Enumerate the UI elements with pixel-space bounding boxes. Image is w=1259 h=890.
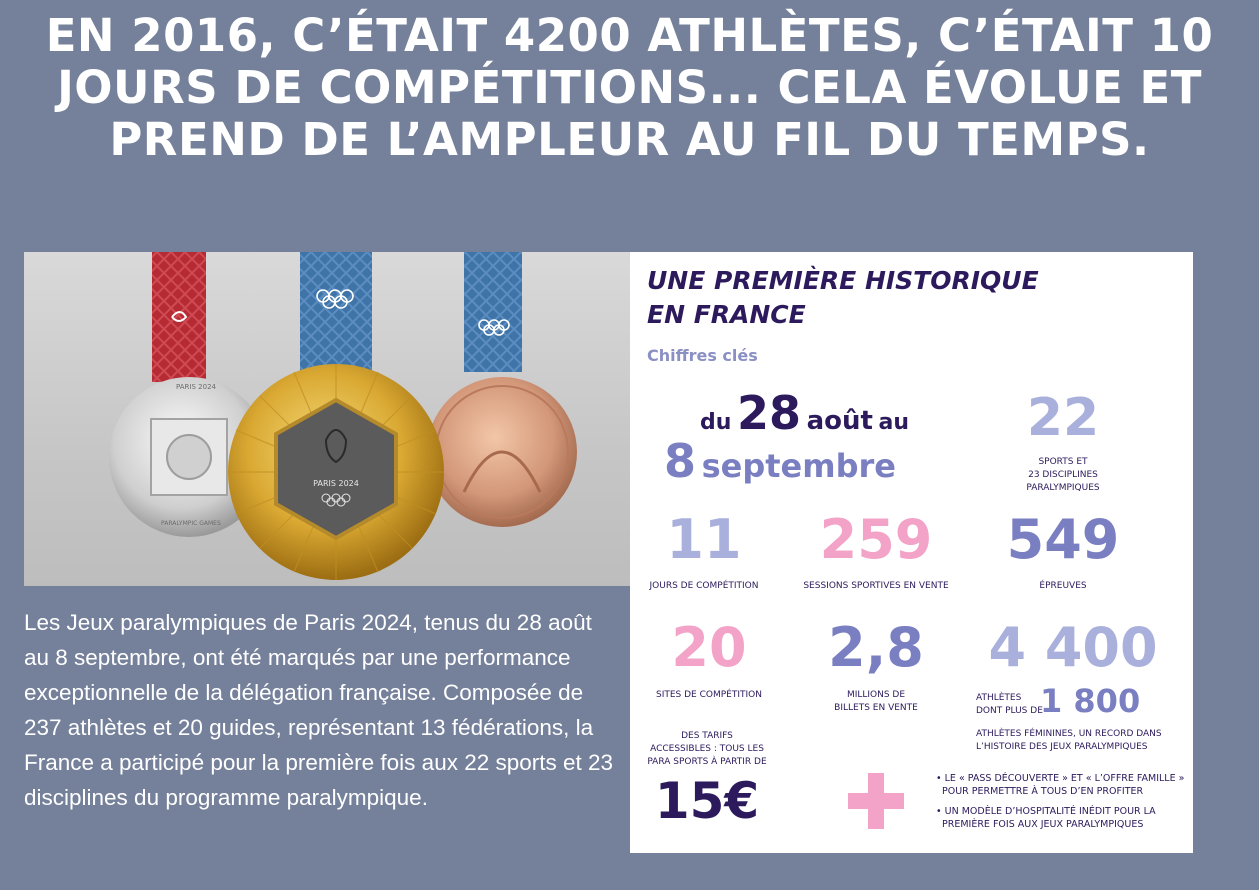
days-value: 11 (666, 508, 742, 571)
events-value: 549 (1006, 508, 1120, 571)
title-line-2: EN FRANCE (647, 300, 806, 329)
sessions-value: 259 (819, 508, 933, 571)
infographic-title: UNE PREMIÈRE HISTORIQUE EN FRANCE (647, 264, 1039, 332)
prices-value: 15€ (654, 772, 760, 830)
prices-caption: DES TARIFS ACCESSIBLES : TOUS LES PARA S… (647, 731, 767, 767)
dates-au: au (878, 410, 910, 435)
key-figures-infographic: UNE PREMIÈRE HISTORIQUE EN FRANCE Chiffr… (630, 252, 1193, 853)
sessions-caption: SESSIONS SPORTIVES EN VENTE (803, 581, 949, 591)
sites-value: 20 (671, 616, 747, 679)
dates-line-1: du 28 août au (700, 386, 909, 440)
gold-medal-text: PARIS 2024 (313, 479, 359, 488)
athletes-label: ATHLÈTES DONT PLUS DE (976, 693, 1043, 716)
days-caption: JOURS DE COMPÉTITION (649, 581, 759, 591)
silver-medal-bottom-text: PARALYMPIC GAMES (161, 520, 221, 527)
medals-illustration: PARIS 2024 PARALYMPIC GAMES PARIS 2024 (109, 252, 577, 580)
tickets-caption: MILLIONS DE BILLETS EN VENTE (834, 690, 918, 713)
body-paragraph: Les Jeux paralympiques de Paris 2024, te… (24, 610, 614, 810)
medals-photo: PARIS 2024 PARALYMPIC GAMES PARIS 2024 (24, 252, 630, 586)
sports-caption: SPORTS ET 23 DISCIPLINES PARALYMPIQUES (1026, 457, 1100, 493)
tickets-value: 2,8 (828, 616, 924, 679)
dates-day2: 8 (664, 434, 697, 488)
events-caption: ÉPREUVES (1039, 581, 1087, 591)
plus-icon (848, 773, 904, 829)
dates-du: du (700, 410, 732, 435)
title-line-1: UNE PREMIÈRE HISTORIQUE (647, 266, 1039, 295)
silver-medal-top-text: PARIS 2024 (176, 383, 217, 391)
dates-month1: août (806, 406, 873, 436)
headline: EN 2016, C’ÉTAIT 4200 ATHLÈTES, C’ÉTAIT … (45, 9, 1214, 166)
sports-value: 22 (1026, 388, 1100, 448)
athletes-value: 4 400 (988, 616, 1158, 679)
plus-item-2: • UN MODÈLE D’HOSPITALITÉ INÉDIT POUR LA… (936, 806, 1156, 830)
dates-day1: 28 (737, 386, 802, 440)
plus-item-1: • LE « PASS DÉCOUVERTE » ET « L’OFFRE FA… (936, 773, 1185, 797)
subtitle: Chiffres clés (647, 346, 758, 365)
female-athletes-value: 1 800 (1040, 682, 1141, 720)
dates-month2: septembre (701, 447, 896, 485)
dates-line-2: 8 septembre (664, 434, 896, 488)
sites-caption: SITES DE COMPÉTITION (656, 690, 762, 700)
female-athletes-caption: ATHLÈTES FÉMININES, UN RECORD DANS L’HIS… (976, 729, 1162, 752)
